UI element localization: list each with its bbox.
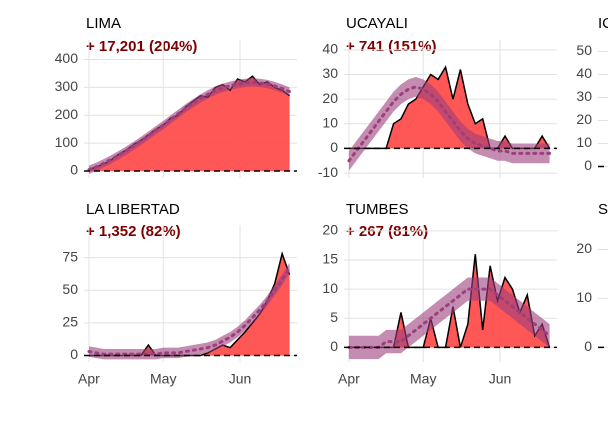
trend-band bbox=[88, 262, 290, 360]
y-tick-label: 0 bbox=[70, 162, 78, 178]
y-tick-label: 0 bbox=[70, 346, 78, 362]
y-tick-label: -10 bbox=[318, 164, 338, 180]
y-tick-label: 10 bbox=[576, 134, 592, 150]
y-tick-label: 20 bbox=[576, 240, 592, 256]
y-tick-label: 0 bbox=[584, 338, 592, 354]
area bbox=[88, 253, 290, 356]
panel-title: TUMBES bbox=[346, 201, 409, 218]
x-tick-label: May bbox=[410, 371, 436, 387]
y-tick-label: 20 bbox=[322, 90, 338, 106]
panel-title: LIMA bbox=[86, 15, 121, 32]
y-tick-label: 100 bbox=[55, 134, 79, 150]
area bbox=[88, 76, 290, 172]
y-tick-label: 50 bbox=[576, 42, 592, 58]
panel-title: IC bbox=[598, 15, 608, 32]
panel-subtitle: + 17,201 (204%) bbox=[86, 38, 197, 55]
y-tick-label: 0 bbox=[584, 157, 592, 173]
trend-line bbox=[87, 266, 292, 356]
y-tick-label: 0 bbox=[330, 139, 338, 155]
x-tick-label: Apr bbox=[78, 371, 100, 387]
y-tick-label: 20 bbox=[576, 111, 592, 127]
panel-subtitle: + 741 (151%) bbox=[346, 38, 436, 55]
y-tick-label: 15 bbox=[322, 251, 338, 267]
x-tick-label: May bbox=[150, 371, 176, 387]
y-tick-label: 20 bbox=[322, 222, 338, 238]
panels: LIMA+ 17,201 (204%)0100200300400UCAYALI+… bbox=[55, 15, 608, 387]
y-tick-label: 25 bbox=[62, 314, 78, 330]
y-tick-label: 40 bbox=[576, 65, 592, 81]
y-tick-label: 40 bbox=[322, 41, 338, 57]
x-tick-label: Jun bbox=[489, 371, 512, 387]
trend-line bbox=[347, 287, 552, 349]
trend-line bbox=[87, 80, 292, 172]
x-tick-label: Apr bbox=[338, 371, 360, 387]
trend-line bbox=[347, 85, 552, 163]
y-tick-label: 75 bbox=[62, 248, 78, 264]
y-tick-label: 30 bbox=[322, 65, 338, 81]
panel-subtitle: + 1,352 (82%) bbox=[86, 223, 181, 240]
y-tick-label: 10 bbox=[576, 289, 592, 305]
y-tick-label: 0 bbox=[330, 338, 338, 354]
trend-band bbox=[348, 76, 550, 171]
y-tick-label: 10 bbox=[322, 280, 338, 296]
y-tick-label: 10 bbox=[322, 114, 338, 130]
y-tick-label: 30 bbox=[576, 88, 592, 104]
x-tick-label: Jun bbox=[229, 371, 252, 387]
panel-title: UCAYALI bbox=[346, 15, 408, 32]
y-tick-label: 400 bbox=[55, 50, 79, 66]
y-tick-label: 5 bbox=[330, 309, 338, 325]
panel-subtitle: + 267 (81%) bbox=[346, 223, 428, 240]
panel-title: S bbox=[598, 201, 608, 218]
y-tick-label: 300 bbox=[55, 78, 79, 94]
panel-title: LA LIBERTAD bbox=[86, 201, 180, 218]
y-tick-label: 50 bbox=[62, 281, 78, 297]
trend-band bbox=[88, 78, 290, 174]
trend-band bbox=[348, 277, 550, 360]
y-tick-label: 200 bbox=[55, 106, 79, 122]
